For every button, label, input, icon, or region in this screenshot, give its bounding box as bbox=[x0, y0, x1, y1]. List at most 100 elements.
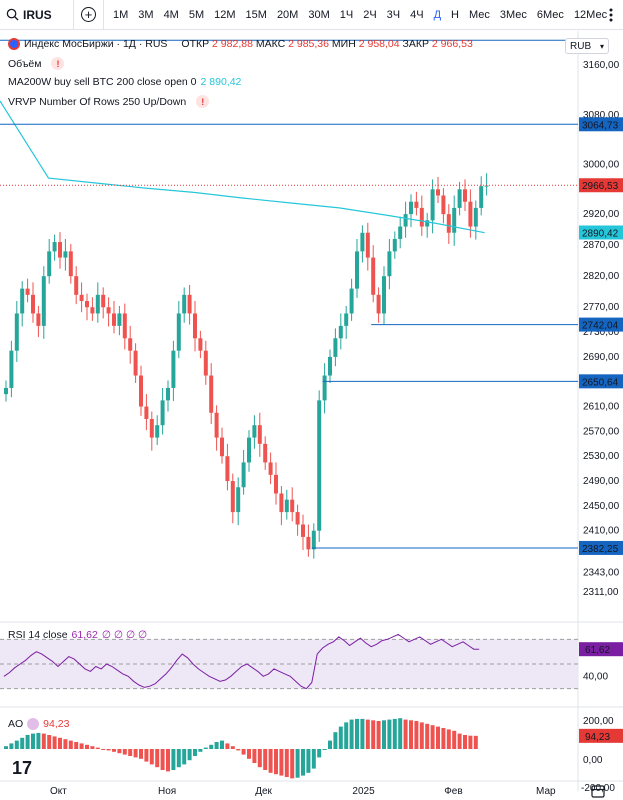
interval-6[interactable]: 20M bbox=[276, 8, 299, 21]
ma-label: MA200W buy sell BTC 200 close open 0 bbox=[8, 76, 197, 88]
candle-body bbox=[409, 201, 413, 215]
interval-1[interactable]: 3M bbox=[138, 8, 154, 21]
candle-body bbox=[468, 201, 473, 227]
candle-body bbox=[25, 288, 30, 295]
compare-symbol-button[interactable]: + bbox=[74, 0, 104, 30]
tradingview-logo-icon[interactable]: 17 bbox=[12, 758, 33, 778]
chart-area[interactable]: 3160,00 3080,00 3000,00 2920,00 2870,00 2820,… bbox=[0, 31, 623, 800]
candle-body bbox=[63, 251, 68, 258]
candle-body bbox=[182, 294, 187, 314]
interval-9[interactable]: 2Ч bbox=[363, 8, 377, 21]
ao-bar bbox=[241, 749, 246, 755]
go-to-date-icon[interactable] bbox=[591, 784, 605, 798]
ao-bar bbox=[268, 749, 273, 773]
ao-bar bbox=[85, 744, 89, 749]
ao-bar bbox=[41, 733, 46, 749]
ao-bar bbox=[344, 722, 349, 749]
low-label: МИН bbox=[331, 38, 356, 50]
candle-body bbox=[473, 207, 478, 227]
interval-12[interactable]: Д bbox=[433, 8, 442, 21]
interval-list: 1M 3M 4M 5M 12M 15M 20M 30M 1Ч 2Ч 3Ч 4Ч Д Н Мес 3Мес 6Ме… bbox=[104, 0, 612, 30]
open-value: 2 982,88 bbox=[212, 38, 253, 50]
candle-body bbox=[322, 375, 327, 401]
candle-body bbox=[14, 313, 19, 351]
ao-bar bbox=[79, 743, 84, 749]
interval-7[interactable]: 30M bbox=[308, 8, 330, 21]
symbol-title[interactable]: Индекс МосБиржи · 1Д · RUS bbox=[24, 38, 168, 50]
interval-3[interactable]: 5M bbox=[188, 8, 205, 21]
ao-bar bbox=[436, 726, 440, 749]
ao-bar bbox=[311, 749, 316, 769]
rsi-value-text: 61,62 bbox=[585, 645, 610, 656]
candle-body bbox=[144, 406, 149, 419]
currency-selector[interactable]: RUB ▾ bbox=[565, 38, 609, 54]
candle-body bbox=[139, 375, 143, 407]
ma-legend[interactable]: MA200W buy sell BTC 200 close open 0 2 8… bbox=[8, 76, 241, 88]
ao-bar bbox=[457, 733, 462, 749]
ao-bar bbox=[95, 747, 100, 749]
interval-13[interactable]: Н bbox=[451, 8, 459, 21]
candle-body bbox=[349, 288, 354, 314]
ao-bar bbox=[376, 721, 381, 749]
candle-body bbox=[79, 294, 84, 302]
price-label-box bbox=[579, 540, 623, 555]
interval-0[interactable]: 1M bbox=[113, 8, 129, 21]
ao-bar bbox=[122, 749, 127, 755]
vrvp-legend[interactable]: VRVP Number Of Rows 250 Up/Down ! bbox=[8, 95, 210, 108]
interval-8[interactable]: 1Ч bbox=[339, 8, 354, 21]
rsi-value: 61,62 bbox=[71, 629, 98, 641]
ao-bar bbox=[355, 718, 359, 749]
ao-bar bbox=[182, 749, 187, 765]
price-tick-label: 3160,00 bbox=[583, 60, 620, 71]
ao-legend[interactable]: AO 94,23 bbox=[8, 718, 69, 730]
candle-body bbox=[149, 418, 154, 438]
ao-bar bbox=[301, 749, 305, 776]
ao-settings-icon[interactable] bbox=[27, 718, 40, 730]
ao-bar bbox=[252, 749, 257, 763]
ao-bar bbox=[338, 726, 343, 749]
interval-11[interactable]: 4Ч bbox=[410, 8, 424, 21]
warning-icon[interactable]: ! bbox=[196, 95, 210, 108]
candle-body bbox=[31, 294, 35, 314]
candle-body bbox=[106, 307, 111, 314]
candle-body bbox=[436, 189, 440, 196]
candle-body bbox=[187, 294, 192, 314]
close-value: 2 966,53 bbox=[431, 38, 473, 50]
more-intervals-icon[interactable] bbox=[603, 6, 619, 24]
price-label-text: 2382,25 bbox=[582, 544, 619, 555]
exchange-flag-icon bbox=[8, 38, 20, 50]
ao-bar bbox=[31, 733, 35, 749]
interval-15[interactable]: 3Мес bbox=[499, 8, 527, 21]
interval-17[interactable]: 12Мес bbox=[573, 8, 608, 21]
candle-body bbox=[214, 412, 219, 438]
candle-body bbox=[225, 456, 230, 482]
ao-bar bbox=[176, 749, 181, 768]
price-tick-label: 2490,00 bbox=[583, 476, 620, 487]
search-icon bbox=[6, 8, 19, 21]
candle-body bbox=[236, 487, 241, 513]
ao-bar bbox=[425, 723, 430, 749]
volume-legend[interactable]: Объём ! bbox=[8, 57, 65, 70]
ao-bar bbox=[198, 749, 203, 752]
ao-bar bbox=[144, 749, 149, 762]
interval-10[interactable]: 3Ч bbox=[386, 8, 401, 21]
time-axis-label: Фев bbox=[444, 786, 462, 797]
ao-bar bbox=[203, 747, 208, 749]
ao-bar bbox=[90, 746, 95, 749]
rsi-legend[interactable]: RSI 14 close 61,62 ∅ ∅ ∅ ∅ bbox=[8, 629, 147, 641]
candle-body bbox=[166, 387, 170, 401]
price-label-box bbox=[579, 317, 623, 332]
interval-4[interactable]: 12M bbox=[214, 8, 236, 21]
ao-bar bbox=[414, 721, 419, 749]
ao-bar bbox=[317, 749, 322, 758]
interval-16[interactable]: 6Мес bbox=[536, 8, 564, 21]
interval-2[interactable]: 4M bbox=[163, 8, 179, 21]
ao-label: AO bbox=[8, 718, 24, 730]
candle-body bbox=[446, 214, 451, 233]
interval-14[interactable]: Мес bbox=[468, 8, 490, 21]
symbol-search[interactable]: IRUS bbox=[0, 0, 74, 30]
warning-icon[interactable]: ! bbox=[51, 57, 65, 70]
candle-body bbox=[95, 294, 100, 314]
interval-5[interactable]: 15M bbox=[245, 8, 267, 21]
candle-body bbox=[317, 400, 322, 531]
